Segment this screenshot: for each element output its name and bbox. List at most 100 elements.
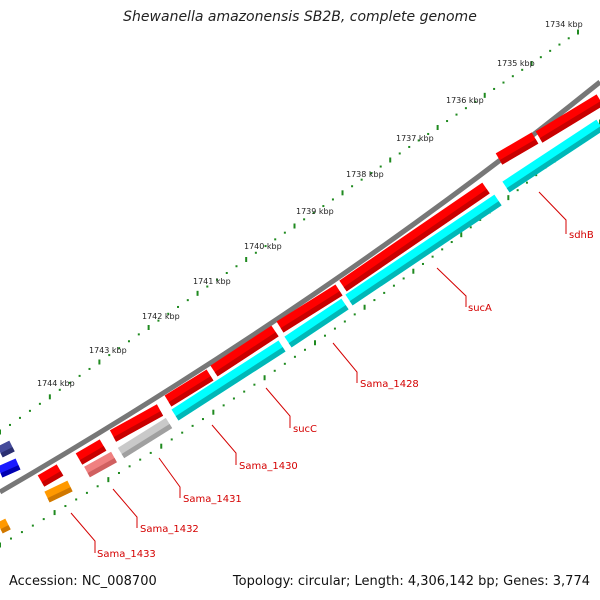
outer-tick [455,113,458,116]
inner-tick [293,355,296,358]
gene-arrow [210,325,279,377]
gene-arrow [502,119,600,193]
inner-tick [450,241,453,244]
gene-arrow-shade [79,446,107,465]
inner-tick [469,226,472,229]
gene-label: sucC [293,424,317,435]
outer-tick [370,172,373,175]
inner-tick [181,431,184,434]
outer-tick [483,92,486,98]
outer-tick [235,265,238,268]
genome-summary: Topology: circular; Length: 4,306,142 bp… [232,574,590,589]
outer-tick [177,305,180,308]
label-leader [158,457,181,498]
outer-tick [502,81,505,84]
inner-tick [53,510,56,516]
gene-arrows [0,94,600,534]
inner-tick [149,451,152,454]
outer-tick [28,409,31,412]
outer-tick [303,218,306,221]
inner-tick [383,291,386,294]
outer-tick [283,231,286,234]
inner-tick [412,268,415,274]
outer-tick [389,157,392,163]
inner-tick [535,174,538,177]
outer-tick [558,43,561,46]
inner-tick [128,465,131,468]
inner-tick [42,518,45,521]
inner-tick [273,369,276,372]
gene-arrow-shade [0,525,11,534]
outer-tick [493,87,496,90]
outer-tick [293,223,296,229]
kbp-label: 1738 kbp [346,170,384,179]
outer-tick [147,325,150,330]
outer-tick [539,56,542,59]
outer-tick [398,152,401,155]
gene-arrow-shade [41,471,64,487]
gene-arrow-shade [288,305,349,348]
gene-arrow [284,298,349,348]
gene-arrow-shade [113,411,164,442]
label-leader [70,512,96,553]
gene-arrow-shade [539,101,600,143]
outer-tick [549,49,552,52]
outer-tick [167,312,170,315]
inner-tick [232,397,235,400]
outer-tick [408,145,411,148]
outer-tick [312,211,315,214]
inner-tick [9,537,12,540]
inner-tick [139,458,142,461]
gene-arrow [339,182,490,292]
inner-tick [201,418,204,421]
outer-tick [530,61,533,66]
outer-tick-ring [0,29,579,435]
outer-tick [68,381,71,384]
outer-tick [157,319,160,322]
outer-tick [351,185,354,188]
outer-tick [264,245,267,248]
kbp-labels: 1734 kbp 1735 kbp 1736 kbp 1737 kbp 1738 kbp… [37,20,583,388]
outer-tick [137,333,140,336]
outer-tick [58,388,61,391]
gene-label: Sama_1433 [97,549,156,560]
accession-label: Accession: NC_008700 [9,574,157,589]
label-leader [538,191,567,234]
inner-tick [323,334,326,337]
gene-arrow-shade [121,424,173,459]
outer-tick [206,285,209,288]
inner-tick [212,409,215,415]
gene-arrow-shade [506,126,600,193]
kbp-label: 1735 kbp [497,59,535,68]
outer-tick [18,416,21,419]
inner-tick [75,498,78,501]
inner-tick [507,195,510,201]
inner-tick [392,284,395,287]
label-leader [332,342,358,383]
inner-tick [263,375,266,381]
inner-tick-ring [0,119,600,548]
kbp-label: 1743 kbp [89,346,127,355]
inner-tick [170,438,173,441]
gene-arrow-shade [349,201,502,306]
inner-tick [516,189,519,192]
outer-tick [511,75,514,78]
outer-tick [436,125,439,130]
gene-arrow-shade [87,458,117,478]
inner-tick [243,390,246,393]
outer-tick [48,394,51,400]
inner-tick [160,443,163,449]
outer-tick [577,29,579,35]
kbp-label: 1734 kbp [545,20,583,29]
kbp-label: 1744 kbp [37,379,75,388]
label-leader [112,488,138,528]
inner-tick [431,255,434,258]
inner-tick [333,327,336,330]
label-leader [211,424,237,465]
gene-label: Sama_1431 [183,494,242,505]
gene-arrow-shade [175,347,286,421]
inner-tick [64,505,67,508]
outer-tick [274,238,277,241]
outer-tick [360,178,363,181]
